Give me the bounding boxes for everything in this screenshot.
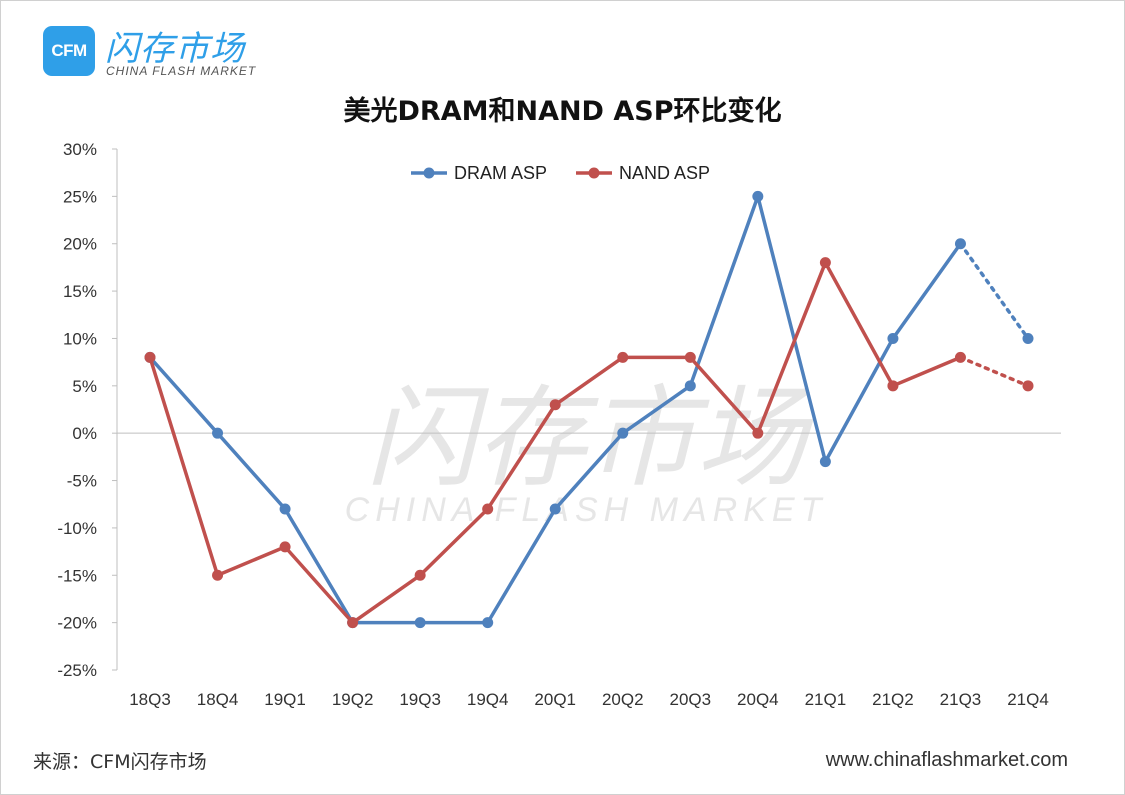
legend-label: NAND ASP: [619, 163, 710, 183]
y-tick-label: 20%: [63, 235, 97, 254]
data-point: [752, 190, 764, 202]
legend-label: DRAM ASP: [454, 163, 547, 183]
x-axis-ticks: 18Q3 18Q4 19Q1 19Q2 19Q3 19Q4 20Q1 20Q2 20Q3 20Q4…: [129, 690, 1049, 709]
data-point: [819, 257, 831, 269]
data-point: [684, 351, 696, 363]
x-tick-label: 21Q3: [940, 690, 982, 709]
data-point: [279, 541, 291, 553]
source-note: 来源：CFM闪存市场: [33, 751, 207, 773]
x-tick-label: 21Q2: [872, 690, 914, 709]
y-tick-label: 10%: [63, 329, 97, 348]
x-tick-label: 21Q1: [805, 690, 847, 709]
y-axis-ticks: 30% 25% 20% 15% 10% 5% 0% -5% -10% -15% -20% -25%: [57, 140, 117, 680]
data-point: [887, 332, 899, 344]
x-tick-label: 20Q4: [737, 690, 779, 709]
data-point: [414, 617, 426, 629]
data-point: [549, 503, 561, 515]
y-tick-label: -25%: [57, 661, 97, 680]
website-url: www.chinaflashmarket.com: [825, 749, 1068, 771]
series-line-forecast: [958, 355, 1030, 388]
data-point: [414, 569, 426, 581]
x-tick-label: 19Q4: [467, 690, 509, 709]
legend-swatch-marker: [588, 167, 600, 179]
y-tick-label: 30%: [63, 140, 97, 159]
y-tick-label: -10%: [57, 519, 97, 538]
data-point: [617, 427, 629, 439]
x-tick-label: 18Q4: [197, 690, 239, 709]
data-point: [144, 351, 156, 363]
series-dram-asp: [144, 190, 1034, 629]
logo-badge: CFM: [43, 26, 95, 76]
x-tick-label: 19Q2: [332, 690, 374, 709]
data-point: [347, 617, 359, 629]
x-tick-label: 20Q3: [670, 690, 712, 709]
y-tick-label: 0%: [72, 424, 97, 443]
data-point: [1022, 380, 1034, 392]
y-tick-label: -5%: [67, 472, 97, 491]
x-tick-label: 20Q2: [602, 690, 644, 709]
data-point: [684, 380, 696, 392]
y-tick-label: 25%: [63, 187, 97, 206]
data-point: [752, 427, 764, 439]
watermark-cn: 闪存市场: [366, 374, 814, 502]
logo-subtitle: CHINA FLASH MARKET: [106, 64, 257, 78]
x-tick-label: 21Q4: [1007, 690, 1049, 709]
data-point: [482, 617, 494, 629]
legend-swatch-marker: [423, 167, 435, 179]
legend: DRAM ASP NAND ASP: [411, 163, 710, 183]
y-tick-label: 15%: [63, 282, 97, 301]
watermark-en: CHINA FLASH MARKET: [345, 491, 828, 529]
series-layer: [144, 190, 1034, 629]
x-tick-label: 19Q3: [399, 690, 441, 709]
axes: [116, 149, 1061, 670]
legend-item: NAND ASP: [576, 163, 710, 183]
x-tick-label: 20Q1: [534, 690, 576, 709]
y-tick-label: -20%: [57, 614, 97, 633]
data-point: [954, 351, 966, 363]
data-point: [212, 427, 224, 439]
series-nand-asp: [144, 257, 1034, 629]
data-point: [482, 503, 494, 515]
y-tick-label: 5%: [72, 377, 97, 396]
legend-item: DRAM ASP: [411, 163, 547, 183]
y-tick-label: -15%: [57, 566, 97, 585]
data-point: [212, 569, 224, 581]
x-tick-label: 18Q3: [129, 690, 171, 709]
data-point: [617, 351, 629, 363]
data-point: [279, 503, 291, 515]
data-point: [549, 399, 561, 411]
chart-title: 美光DRAM和NAND ASP环比变化: [343, 96, 782, 127]
series-line-forecast: [958, 241, 1030, 341]
data-point: [1022, 332, 1034, 344]
data-point: [887, 380, 899, 392]
data-point: [819, 456, 831, 468]
x-tick-label: 19Q1: [264, 690, 306, 709]
data-point: [954, 238, 966, 250]
watermark: 闪存市场 CHINA FLASH MARKET: [345, 374, 828, 529]
line-chart: 闪存市场 CHINA FLASH MARKET 30% 25% 20% 15% 10% 5…: [57, 140, 1061, 709]
logo-name: 闪存市场: [105, 29, 245, 69]
